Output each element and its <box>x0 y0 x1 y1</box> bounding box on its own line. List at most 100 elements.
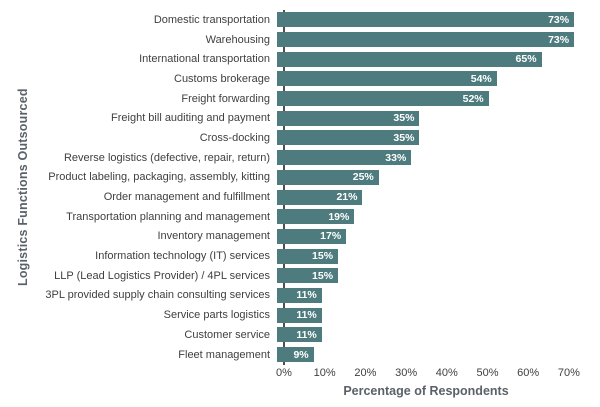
y-axis-line <box>283 10 285 365</box>
bar-row: Inventory management 17% <box>0 227 600 247</box>
value-label: 11% <box>296 289 317 302</box>
bar-track: 25% <box>277 169 600 185</box>
bar-row: Transportation planning and management 19… <box>0 207 600 227</box>
bar: 9% <box>277 347 314 363</box>
bar: 35% <box>277 130 420 146</box>
category-label: Freight forwarding <box>181 92 270 105</box>
bar-row: Freight forwarding 52% <box>0 89 600 109</box>
bar: 15% <box>277 248 339 264</box>
category-label: Warehousing <box>205 33 270 46</box>
x-tick-label: 10% <box>313 367 336 379</box>
bar-row: International transportation 65% <box>0 49 600 69</box>
bar: 25% <box>277 169 379 185</box>
bar-track: 73% <box>277 12 600 28</box>
bar-row: Fleet management 9% <box>0 345 600 365</box>
category-label: Customs brokerage <box>174 72 270 85</box>
value-label: 15% <box>312 269 334 282</box>
bar-track: 65% <box>277 51 600 67</box>
bar-row: Customs brokerage 54% <box>0 69 600 89</box>
bar-row: Information technology (IT) services 15% <box>0 246 600 266</box>
bar-track: 11% <box>277 287 600 303</box>
bar-track: 35% <box>277 130 600 146</box>
bar-track: 73% <box>277 32 600 48</box>
value-label: 21% <box>336 191 358 204</box>
bar-row: Reverse logistics (defective, repair, re… <box>0 148 600 168</box>
bar-track: 54% <box>277 71 600 87</box>
value-label: 73% <box>548 33 570 46</box>
x-tick-label: 40% <box>435 367 458 379</box>
category-label: Freight bill auditing and payment <box>111 112 270 125</box>
bar-track: 35% <box>277 110 600 126</box>
x-axis-tick-labels: 0% 10% 20% 30% 40% 50% 60% 70% <box>276 367 584 381</box>
value-label: 19% <box>328 210 350 223</box>
bar-track: 19% <box>277 209 600 225</box>
x-tick-label: 30% <box>395 367 418 379</box>
bar-track: 9% <box>277 347 600 363</box>
bar: 21% <box>277 189 363 205</box>
bar: 11% <box>277 287 322 303</box>
category-label: LLP (Lead Logistics Provider) / 4PL serv… <box>54 269 270 282</box>
bar-track: 33% <box>277 150 600 166</box>
category-label: Order management and fulfillment <box>103 191 270 204</box>
bar-track: 11% <box>277 327 600 343</box>
value-label: 11% <box>296 309 317 322</box>
category-label: International transportation <box>139 53 270 66</box>
bar-track: 17% <box>277 228 600 244</box>
x-tick-label: 0% <box>276 367 292 379</box>
value-label: 25% <box>352 171 374 184</box>
category-label: Product labeling, packaging, assembly, k… <box>48 171 270 184</box>
category-label: Domestic transportation <box>153 13 270 26</box>
bar-row: Freight bill auditing and payment 35% <box>0 108 600 128</box>
bar: 11% <box>277 307 322 323</box>
bar-row: Product labeling, packaging, assembly, k… <box>0 168 600 188</box>
bar-row: Warehousing 73% <box>0 30 600 50</box>
value-label: 33% <box>385 151 407 164</box>
bar: 35% <box>277 110 420 126</box>
category-label: Inventory management <box>157 230 270 243</box>
bar-track: 11% <box>277 307 600 323</box>
bar: 19% <box>277 209 355 225</box>
value-label: 52% <box>462 92 484 105</box>
bar: 11% <box>277 327 322 343</box>
bar-track: 52% <box>277 91 600 107</box>
bar-row: Order management and fulfillment 21% <box>0 187 600 207</box>
category-label: Transportation planning and management <box>66 210 270 223</box>
bar-track: 21% <box>277 189 600 205</box>
category-label: 3PL provided supply chain consulting ser… <box>45 289 270 302</box>
value-label: 65% <box>515 53 537 66</box>
bar: 65% <box>277 51 542 67</box>
value-label: 35% <box>393 131 415 144</box>
bar-track: 15% <box>277 268 600 284</box>
x-axis-title: Percentage of Respondents <box>343 384 509 398</box>
value-label: 35% <box>393 112 415 125</box>
bar-row: Domestic transportation 73% <box>0 10 600 30</box>
value-label: 11% <box>296 328 317 341</box>
x-tick-label: 60% <box>517 367 540 379</box>
category-label: Reverse logistics (defective, repair, re… <box>63 151 270 164</box>
category-label: Service parts logistics <box>163 309 270 322</box>
x-tick-label: 20% <box>354 367 377 379</box>
category-label: Fleet management <box>178 348 270 361</box>
bar-track: 15% <box>277 248 600 264</box>
value-label: 17% <box>320 230 342 243</box>
bar: 52% <box>277 91 489 107</box>
value-label: 15% <box>312 250 334 263</box>
x-tick-label: 70% <box>557 367 580 379</box>
bars-container: Domestic transportation 73% Warehousing 73%… <box>0 10 600 364</box>
category-label: Cross-docking <box>199 131 270 144</box>
bar: 54% <box>277 71 497 87</box>
bar-row: Customer service 11% <box>0 325 600 345</box>
bar: 73% <box>277 12 575 28</box>
bar: 33% <box>277 150 412 166</box>
x-tick-label: 50% <box>476 367 499 379</box>
bar: 17% <box>277 228 347 244</box>
bar: 15% <box>277 268 339 284</box>
category-label: Customer service <box>184 328 270 341</box>
bar-row: Cross-docking 35% <box>0 128 600 148</box>
bar-row: LLP (Lead Logistics Provider) / 4PL serv… <box>0 266 600 286</box>
bar-row: Service parts logistics 11% <box>0 305 600 325</box>
bar-row: 3PL provided supply chain consulting ser… <box>0 286 600 306</box>
category-label: Information technology (IT) services <box>95 250 270 263</box>
bar: 73% <box>277 32 575 48</box>
